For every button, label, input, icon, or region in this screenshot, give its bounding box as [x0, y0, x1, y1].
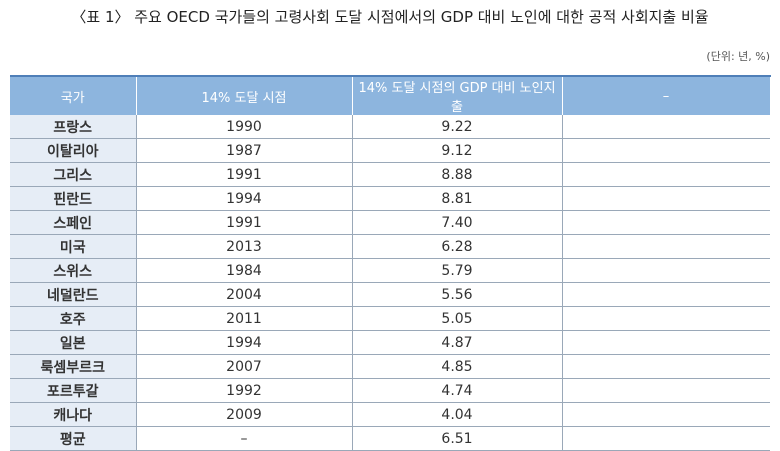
table-row: 포르투갈 1992 4.74	[10, 378, 770, 403]
table-row: 프랑스 1990 9.22	[10, 115, 770, 139]
data-table: 국가 14% 도달 시점 14% 도달 시점의 GDP 대비 노인지출 – 프랑스 19…	[10, 75, 771, 451]
country-cell: 캐나다	[10, 402, 137, 427]
empty-cell	[562, 234, 770, 259]
empty-cell	[562, 378, 770, 403]
country-cell: 룩셈부르크	[10, 354, 137, 379]
country-cell: 핀란드	[10, 186, 137, 211]
column-header: 14% 도달 시점	[136, 75, 353, 115]
table-row: 이탈리아 1987 9.12	[10, 138, 770, 163]
country-cell: 호주	[10, 306, 137, 331]
value-cell: 1994	[136, 330, 353, 355]
header-row: 국가 14% 도달 시점 14% 도달 시점의 GDP 대비 노인지출 –	[10, 75, 771, 115]
table-row: 평균 –6.51	[10, 426, 770, 451]
value-cell: 2004	[136, 282, 353, 307]
value-cell: 2007	[136, 354, 353, 379]
value-cell: 6.28	[352, 234, 563, 259]
value-cell: 8.88	[352, 162, 563, 187]
column-header: 국가	[10, 75, 137, 115]
value-cell: 2013	[136, 234, 353, 259]
column-header: 14% 도달 시점의 GDP 대비 노인지출	[352, 75, 563, 115]
value-cell: 5.05	[352, 306, 563, 331]
value-cell: 1987	[136, 138, 353, 163]
value-cell: 1990	[136, 115, 353, 139]
table-body: 프랑스 1990 9.22 이탈리아 1987 9.12 그리스 1991 8.88 핀란드 199…	[10, 115, 770, 451]
value-cell: 4.85	[352, 354, 563, 379]
country-cell: 프랑스	[10, 115, 137, 139]
value-cell: 6.51	[352, 426, 563, 451]
column-header: –	[562, 75, 771, 115]
table-row: 스페인 1991 7.40	[10, 210, 770, 235]
empty-cell	[562, 186, 770, 211]
empty-cell	[562, 330, 770, 355]
country-cell: 포르투갈	[10, 378, 137, 403]
country-cell: 스페인	[10, 210, 137, 235]
value-cell: 4.74	[352, 378, 563, 403]
value-cell: 1994	[136, 186, 353, 211]
table-row: 핀란드 1994 8.81	[10, 186, 770, 211]
table-row: 그리스 1991 8.88	[10, 162, 770, 187]
value-cell: 1992	[136, 378, 353, 403]
country-cell: 스위스	[10, 258, 137, 283]
empty-cell	[562, 162, 770, 187]
country-cell: 미국	[10, 234, 137, 259]
value-cell: 8.81	[352, 186, 563, 211]
country-cell: 그리스	[10, 162, 137, 187]
value-cell: 5.79	[352, 258, 563, 283]
empty-cell	[562, 115, 770, 139]
table-row: 일본 1994 4.87	[10, 330, 770, 355]
value-cell: 4.04	[352, 402, 563, 427]
empty-cell	[562, 258, 770, 283]
table-row: 스위스 1984 5.79	[10, 258, 770, 283]
table-row: 룩셈부르크 2007 4.85	[10, 354, 770, 379]
unit-note: (단위: 년, %)	[706, 50, 770, 63]
value-cell: –	[136, 426, 353, 451]
table-row: 네덜란드 2004 5.56	[10, 282, 770, 307]
empty-cell	[562, 210, 770, 235]
empty-cell	[562, 282, 770, 307]
value-cell: 5.56	[352, 282, 563, 307]
empty-cell	[562, 426, 770, 451]
table-row: 미국 2013 6.28	[10, 234, 770, 259]
value-cell: 7.40	[352, 210, 563, 235]
empty-cell	[562, 402, 770, 427]
table-title: 〈표 1〉 주요 OECD 국가들의 고령사회 도달 시점에서의 GDP 대비 …	[71, 8, 709, 26]
value-cell: 4.87	[352, 330, 563, 355]
value-cell: 1984	[136, 258, 353, 283]
country-cell: 평균	[10, 426, 137, 451]
value-cell: 9.22	[352, 115, 563, 139]
value-cell: 2011	[136, 306, 353, 331]
empty-cell	[562, 354, 770, 379]
table-row: 캐나다 2009 4.04	[10, 402, 770, 427]
country-cell: 네덜란드	[10, 282, 137, 307]
value-cell: 9.12	[352, 138, 563, 163]
page: {"header": {"title": "〈표 1〉 주요 OECD 국가들의…	[10, 8, 771, 451]
value-cell: 1991	[136, 162, 353, 187]
value-cell: 2009	[136, 402, 353, 427]
country-cell: 일본	[10, 330, 137, 355]
value-cell: 1991	[136, 210, 353, 235]
country-cell: 이탈리아	[10, 138, 137, 163]
empty-cell	[562, 306, 770, 331]
empty-cell	[562, 138, 770, 163]
table-row: 호주 2011 5.05	[10, 306, 770, 331]
